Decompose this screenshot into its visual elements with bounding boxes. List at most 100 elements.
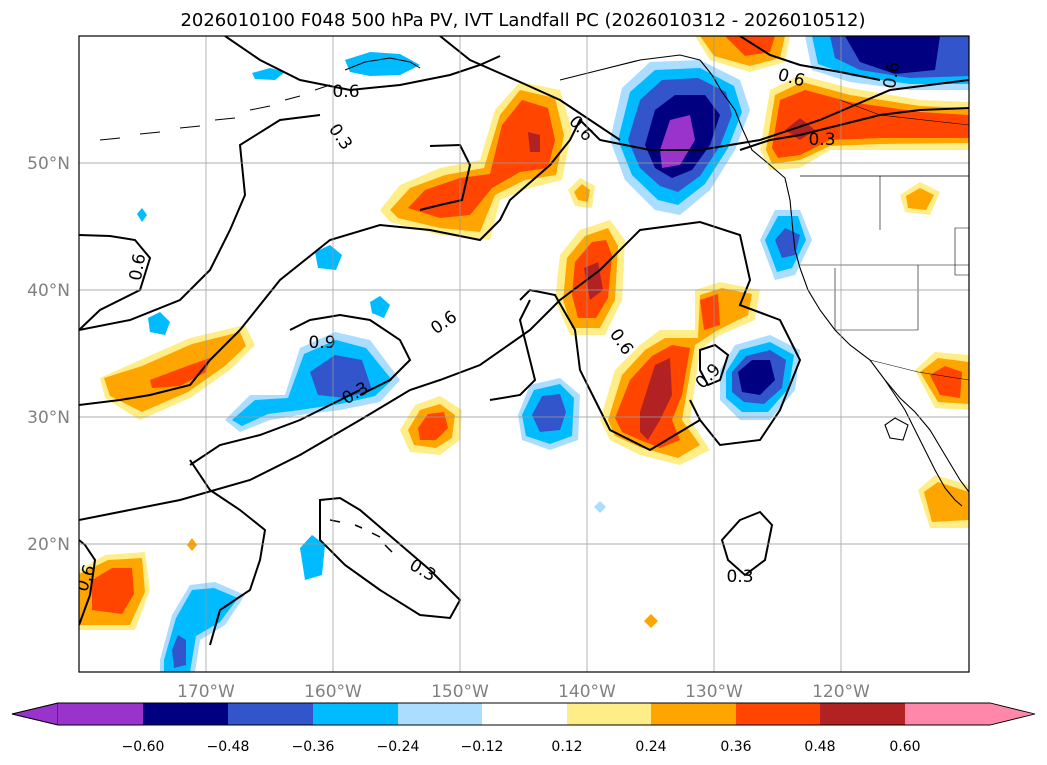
hawaii-islands — [329, 519, 393, 553]
pv-contour-line-18 — [489, 299, 537, 401]
positive-anomaly-117w-47n-core — [906, 188, 934, 210]
colorbar-tick: 0.12 — [551, 739, 582, 755]
colorbar-extend-right — [905, 703, 1035, 725]
negative-anomaly-142w-30n-core — [532, 394, 566, 432]
contour-label: 0.3 — [726, 567, 753, 587]
negative-anomaly-167w-15n-core — [172, 635, 186, 668]
positive-anomaly-130w-33n-peak — [640, 358, 672, 440]
positive-anomaly-tiny-20n — [187, 538, 197, 551]
pv-contour-line-5 — [79, 114, 321, 331]
negative-anomaly-bc-offshore-peak — [660, 115, 695, 168]
map-frame — [78, 35, 970, 673]
lon-label-170w: 170°W — [177, 682, 235, 702]
gridlines — [79, 36, 969, 672]
colorbar-segment — [651, 703, 736, 725]
lon-label-150w: 150°W — [431, 682, 489, 702]
pv-contour-line-14 — [720, 510, 774, 577]
colorbar: −0.60 −0.48 −0.36 −0.24 −0.12 0.12 0.24 … — [11, 702, 1036, 755]
pv-contour-line-4 — [439, 36, 621, 141]
alaska-peninsula — [344, 57, 421, 71]
colorbar-segment — [228, 703, 313, 725]
coastlines — [99, 54, 969, 553]
negative-anomaly-small-39n — [370, 296, 390, 318]
pv-contours — [79, 36, 969, 646]
colorbar-extend-left — [11, 702, 59, 726]
contour-label: 0.6 — [880, 60, 904, 90]
pv-contour-line-11 — [319, 496, 462, 620]
lat-label-40n: 40°N — [27, 281, 70, 301]
positive-anomaly-tiny-14n — [644, 614, 658, 628]
contour-label: 0.6 — [332, 82, 359, 102]
pv-contour-line-10 — [519, 288, 701, 452]
negative-anomaly-small-42n — [315, 245, 342, 270]
baja-peninsula — [884, 379, 963, 507]
negative-anomaly-127w-33n-deep — [738, 360, 775, 395]
pv-contour-line-1 — [79, 234, 152, 331]
contour-label: 0.3 — [808, 130, 835, 150]
positive-anomaly-130w-33n-core-2 — [700, 294, 720, 330]
negative-anomaly-tiny-23n — [594, 501, 606, 513]
contour-label: 0.9 — [308, 333, 335, 353]
lon-label-160w: 160°W — [304, 682, 362, 702]
positive-anomaly-112w-23n-core — [924, 482, 969, 522]
colorbar-segment — [567, 703, 651, 725]
colorbar-tick: 0.24 — [635, 739, 666, 755]
negative-anomaly-160w-33n-core — [310, 355, 372, 398]
lon-label-120w: 120°W — [812, 682, 870, 702]
colorbar-tick: −0.48 — [207, 739, 250, 755]
positive-anomaly-bc-coast-peak — [785, 118, 815, 140]
colorbar-tick: 0.36 — [720, 739, 751, 755]
colorbar-tick: −0.60 — [122, 739, 165, 755]
negative-anomaly-top-northeast-deep — [845, 36, 940, 74]
positive-anomaly-150w-31n-peak — [418, 412, 448, 440]
colorbar-tick: −0.36 — [292, 739, 335, 755]
figure-title: 2026010100 F048 500 hPa PV, IVT Landfall… — [180, 10, 865, 31]
positive-anomaly-bc-coast-core — [772, 90, 969, 158]
colorbar-segment — [58, 703, 143, 725]
positive-anomaly-178w-16n-core — [92, 568, 134, 614]
colorbar-segment — [736, 703, 820, 725]
positive-anomaly-gulf-of-alaska-core — [408, 100, 555, 218]
colorbar-segment — [143, 703, 228, 725]
pv-contour-line-17 — [739, 107, 969, 151]
colorbar-tick: −0.12 — [461, 739, 504, 755]
aleutian-islands — [99, 84, 331, 141]
pv-contour-line-7 — [189, 389, 361, 466]
lon-label-130w: 130°W — [685, 682, 743, 702]
pv-contour-line-13 — [699, 343, 730, 387]
negative-anomaly-small-56n — [252, 68, 285, 80]
pv-contour-line-15 — [79, 539, 97, 626]
north-america-coastline — [699, 59, 969, 493]
pv-contour-line-3 — [224, 36, 501, 92]
negative-anomaly-160w-20n — [300, 535, 325, 580]
pv-contour-line-16 — [739, 36, 881, 81]
contour-label: 0.6 — [126, 252, 150, 282]
negative-anomaly-small-46n — [137, 208, 147, 222]
us-state-border-3 — [834, 268, 918, 331]
map-panel: 0.6 0.3 0.6 0.6 0.6 0.3 0.6 0.6 0.9 0.6 … — [78, 35, 970, 673]
colorbar-segment — [482, 703, 567, 725]
positive-anomaly-gulf-of-alaska-peak — [528, 132, 540, 152]
us-mexico-border — [869, 359, 969, 381]
lon-label-140w: 140°W — [558, 682, 616, 702]
colorbar-tick: 0.48 — [804, 739, 835, 755]
longitude-labels: 170°W 160°W 150°W 140°W 130°W 120°W — [177, 682, 870, 702]
latitude-labels: 50°N 40°N 30°N 20°N — [27, 154, 70, 555]
pv-contour-line-9 — [289, 313, 412, 396]
colorbar-outline — [11, 702, 1036, 726]
us-state-border-5 — [954, 227, 969, 276]
positive-anomaly-175w-33n-core — [150, 358, 210, 388]
colorbar-tick: 0.60 — [889, 739, 920, 755]
pv-contour-line-6 — [79, 220, 802, 521]
pv-contour-line-8 — [189, 459, 267, 646]
pv-contour-line-2 — [79, 79, 969, 406]
positive-anomaly-small-48n-core — [574, 184, 590, 202]
colorbar-segment — [820, 703, 905, 725]
positive-anomaly-112w-32n-core — [930, 366, 962, 398]
lat-label-50n: 50°N — [27, 154, 70, 174]
lat-label-30n: 30°N — [27, 408, 70, 428]
colorbar-segment — [398, 703, 482, 725]
baja-tip-island — [884, 417, 909, 441]
lat-label-20n: 20°N — [27, 535, 70, 555]
